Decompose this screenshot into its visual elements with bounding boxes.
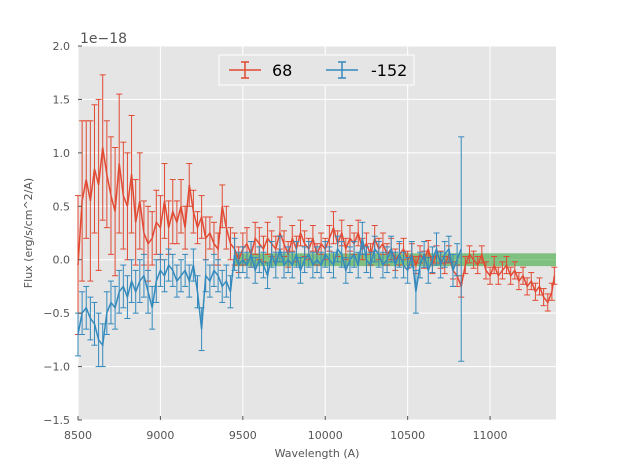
- y-axis-ticks: −1.5 −1.0 −0.5 0.0 0.5 1.0 1.5 2.0: [43, 40, 82, 427]
- y-tick-label: 0.5: [53, 200, 71, 213]
- plot-area: [78, 46, 556, 420]
- series-layer: [75, 74, 558, 368]
- y-axis-label: Flux (erg/s/cm^2/A): [22, 178, 35, 288]
- x-axis-label: Wavelength (A): [275, 447, 360, 460]
- y-tick-label: 1.0: [53, 147, 71, 160]
- y-tick-label: −0.5: [43, 307, 70, 320]
- legend-label-minus-152: -152: [371, 61, 407, 80]
- x-tick-label: 10000: [308, 429, 343, 442]
- x-axis-ticks: 8500 9000 9500 10000 10500 11000: [64, 416, 508, 442]
- x-tick-label: 8500: [64, 429, 92, 442]
- legend-marker-minus-152: [326, 61, 358, 79]
- legend-label-68: 68: [272, 61, 292, 80]
- y-tick-label: 2.0: [53, 40, 71, 53]
- x-tick-label: 11000: [473, 429, 508, 442]
- legend: 68 -152: [218, 54, 415, 86]
- y-tick-label: 0.0: [53, 254, 71, 267]
- legend-entry-minus-152: -152: [326, 61, 407, 80]
- x-tick-label: 9500: [229, 429, 257, 442]
- y-tick-label: −1.5: [43, 414, 70, 427]
- grid-lines: [77, 45, 556, 421]
- legend-entry-68: 68: [229, 61, 292, 80]
- y-tick-label: 1.5: [53, 93, 71, 106]
- series-minus-152: [75, 136, 465, 368]
- legend-marker-68: [229, 61, 261, 79]
- series-line: [77, 238, 462, 348]
- y-offset-label: 1e−18: [80, 31, 127, 47]
- x-tick-label: 9000: [146, 429, 174, 442]
- x-tick-label: 10500: [390, 429, 425, 442]
- y-tick-label: −1.0: [43, 361, 70, 374]
